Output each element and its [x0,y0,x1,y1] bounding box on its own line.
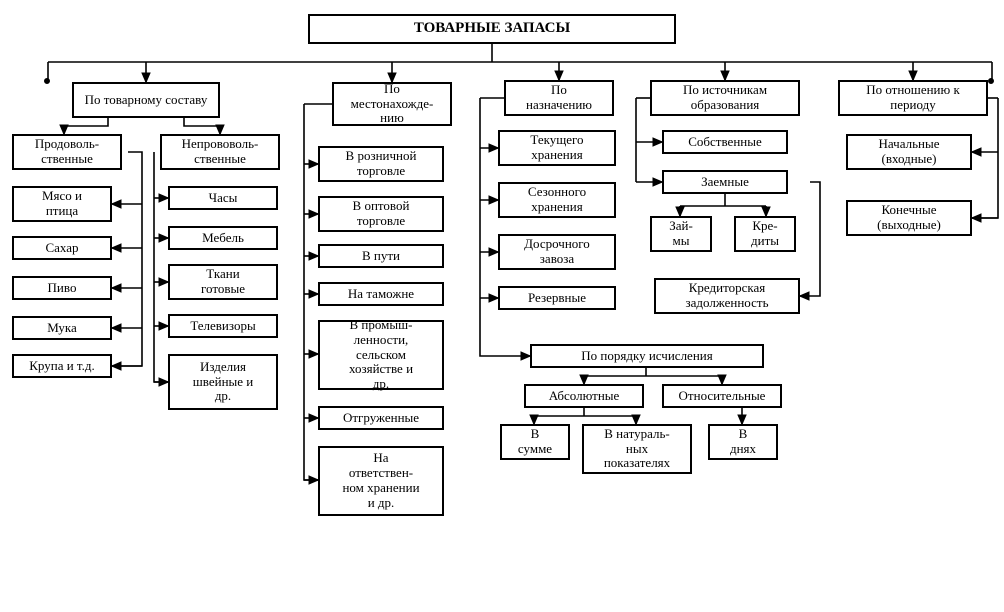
node-m2: В оптовойторговле [318,196,444,232]
dot [44,78,50,84]
node-m7: Наответствен-ном хранениии др. [318,446,444,516]
node-p2: Конечные(выходные) [846,200,972,236]
diagram-root: { "canvas":{"w":1004,"h":612,"bg":"#ffff… [0,0,1004,612]
node-b2: Мебель [168,226,278,250]
node-c2: Поместонахожде-нию [332,82,452,126]
node-a2: Сахар [12,236,112,260]
node-s2a: Зай-мы [650,216,712,252]
node-s2b: Кре-диты [734,216,796,252]
node-c1b: Непрововоль-ственные [160,134,280,170]
node-i1a: Всумме [500,424,570,460]
node-i2a: Вднях [708,424,778,460]
edge-46 [800,182,820,296]
node-s2c: Кредиторскаязадолженность [654,278,800,314]
node-m6: Отгруженные [318,406,444,430]
edge-11 [112,152,142,366]
node-b4: Телевизоры [168,314,278,338]
node-b1: Часы [168,186,278,210]
node-s2: Заемные [662,170,788,194]
node-m5: В промыш-ленности,сельскомхозяйстве идр. [318,320,444,390]
edge-47 [972,98,998,218]
node-i2: Относительные [662,384,782,408]
node-n2: Сезонногохранения [498,182,616,218]
node-m3: В пути [318,244,444,268]
node-s1: Собственные [662,130,788,154]
node-a4: Мука [12,316,112,340]
node-n1: Текущегохранения [498,130,616,166]
node-b5: Изделияшвейные идр. [168,354,278,410]
node-root: ТОВАРНЫЕ ЗАПАСЫ [308,14,676,44]
node-c6: По порядку исчисления [530,344,764,368]
node-m4: На таможне [318,282,444,306]
node-a1: Мясо иптица [12,186,112,222]
node-m1: В розничнойторговле [318,146,444,182]
node-c1: По товарному составу [72,82,220,118]
dot [988,78,994,84]
node-c5: По отношению кпериоду [838,80,988,116]
node-i1b: В натураль-ныхпоказателях [582,424,692,474]
node-n4: Резервные [498,286,616,310]
edge-10 [184,118,220,134]
node-c1a: Продоволь-ственные [12,134,122,170]
edge-9 [64,118,108,134]
edge-23 [304,104,318,480]
node-n3: Досрочногозавоза [498,234,616,270]
edge-17 [154,152,168,382]
node-c3: Поназначению [504,80,614,116]
node-p1: Начальные(входные) [846,134,972,170]
node-c4: По источникамобразования [650,80,800,116]
node-a5: Крупа и т.д. [12,354,112,378]
node-a3: Пиво [12,276,112,300]
node-i1: Абсолютные [524,384,644,408]
node-b3: Тканиготовые [168,264,278,300]
